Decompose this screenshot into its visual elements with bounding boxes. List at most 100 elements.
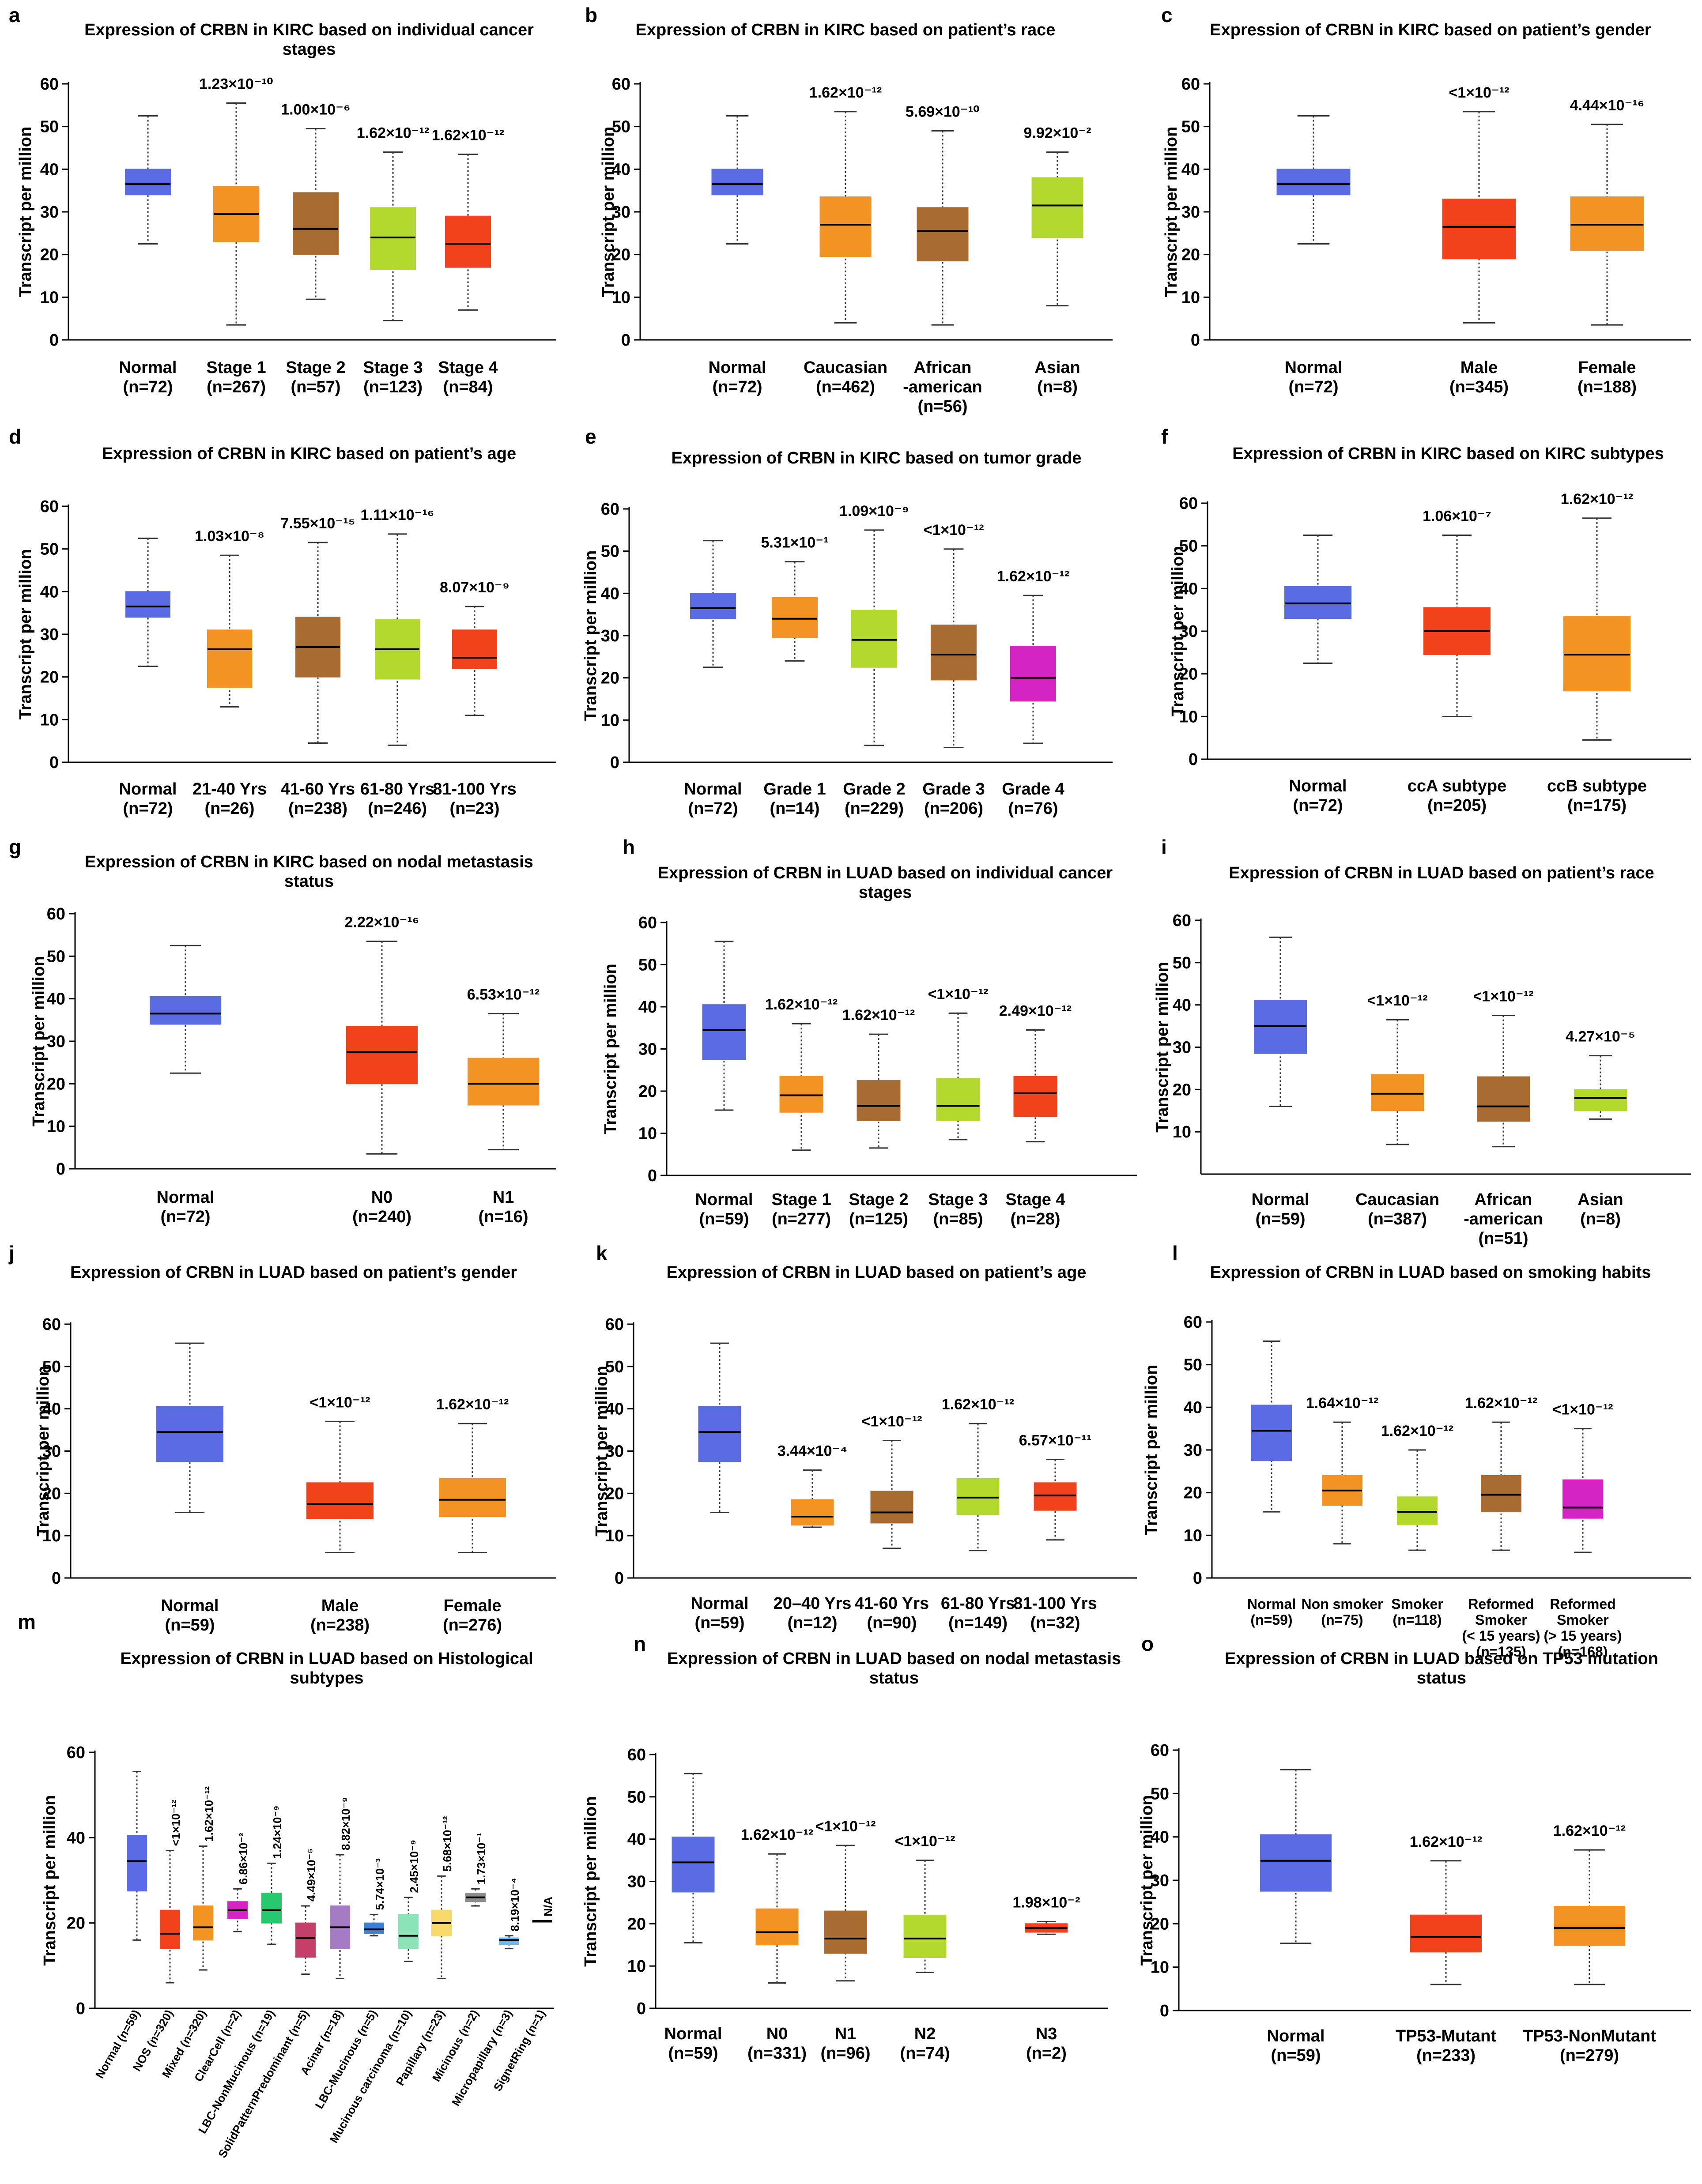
category-label: (n=23)	[450, 799, 500, 818]
y-tick-label: 20	[40, 668, 59, 687]
p-value: 1.62×10⁻¹²	[809, 84, 882, 101]
box	[917, 207, 969, 262]
category-label: (n=125)	[849, 1210, 908, 1228]
category-label: (n=84)	[443, 378, 493, 396]
y-tick-label: 50	[40, 540, 59, 559]
box-group: 1.62×10⁻¹² Female(n=276)	[436, 1396, 509, 1634]
y-tick-label: 60	[601, 500, 619, 519]
category-label: (n=345)	[1449, 378, 1509, 396]
box	[499, 1937, 519, 1945]
box-group: 1.62×10⁻¹² TP53-NonMutant(n=279)	[1523, 1823, 1656, 2065]
chart-title: Expression of CRBN in KIRC based on indi…	[84, 21, 534, 39]
box-group: Normal(n=72)	[1276, 115, 1351, 396]
category-label: (n=233)	[1416, 2046, 1476, 2065]
chart-title: Expression of CRBN in LUAD based on indi…	[658, 864, 1113, 882]
category-label: (n=149)	[948, 1614, 1008, 1632]
panel-letter: b	[585, 4, 597, 26]
category-label: Asian	[1034, 358, 1080, 377]
panel-b: b Expression of CRBN in KIRC based on pat…	[585, 4, 1113, 416]
y-tick-label: 20	[612, 246, 630, 264]
category-label: Caucasian	[804, 358, 887, 377]
p-value: <1×10⁻¹²	[894, 1833, 955, 1850]
category-label: Non smoker	[1302, 1596, 1383, 1612]
box-group: 6.53×10⁻¹² N1(n=16)	[467, 986, 540, 1226]
y-tick-label: 20	[1179, 665, 1198, 684]
category-label: ccA subtype	[1408, 777, 1507, 795]
box	[851, 610, 897, 668]
y-tick-label: 10	[601, 711, 619, 730]
y-axis-label: Transcript per million	[34, 1366, 53, 1536]
y-tick-label: 50	[47, 947, 65, 966]
y-tick-label: 50	[627, 1788, 646, 1807]
p-value: 1.62×10⁻¹²	[942, 1396, 1014, 1413]
category-label: (n=188)	[1577, 378, 1637, 396]
box	[1034, 1482, 1077, 1511]
p-value: 4.49×10⁻⁵	[305, 1848, 318, 1902]
panel-letter: f	[1161, 425, 1168, 448]
chart-title: Expression of CRBN in LUAD based on pati…	[1229, 864, 1654, 882]
p-value: 5.68×10⁻¹²	[441, 1816, 454, 1871]
category-label: Asian	[1577, 1190, 1623, 1209]
p-value: 1.73×10⁻¹	[475, 1833, 488, 1884]
y-tick-label: 0	[1193, 1569, 1202, 1588]
box	[261, 1893, 282, 1924]
box	[956, 1478, 1000, 1515]
box	[1442, 199, 1516, 260]
y-tick-label: 10	[1173, 1123, 1191, 1141]
y-tick-label: 50	[1179, 537, 1198, 556]
category-label: Grade 3	[922, 780, 985, 798]
y-tick-label: 30	[612, 203, 630, 222]
y-tick-label: 50	[40, 118, 59, 136]
panel-g: g Expression of CRBN in KIRC based on nod…	[9, 836, 556, 1226]
y-tick-label: 0	[49, 331, 59, 350]
chart-title: stages	[859, 883, 912, 902]
category-label: Reformed	[1468, 1596, 1534, 1612]
category-label: (n=267)	[207, 378, 266, 396]
box	[127, 1835, 147, 1892]
y-axis-label: Transcript per million	[1142, 1365, 1161, 1535]
p-value: 2.45×10⁻⁹	[408, 1840, 421, 1893]
category-label: (n=72)	[688, 799, 738, 818]
box	[690, 593, 736, 619]
p-value: N/A	[541, 1897, 555, 1917]
y-tick-label: 60	[605, 1315, 624, 1334]
p-value: 4.44×10⁻¹⁶	[1570, 97, 1645, 114]
box-group: <1×10⁻¹² N1(n=96)	[815, 1818, 876, 2063]
category-label: Grade 1	[763, 780, 826, 798]
box-group: 1.62×10⁻¹² Stage 4(n=84)	[432, 127, 504, 397]
p-value: 3.44×10⁻⁴	[777, 1443, 848, 1460]
chart-title: Expression of CRBN in KIRC based on pati…	[1210, 21, 1651, 39]
y-tick-label: 40	[47, 990, 65, 1009]
y-tick-label: 0	[1189, 750, 1198, 769]
panel-o: o Expression of CRBN in LUAD based on TP5…	[1138, 1632, 1691, 2065]
p-value: <1×10⁻¹²	[309, 1394, 370, 1411]
y-axis-label: Transcript per million	[581, 550, 600, 721]
y-tick-label: 50	[42, 1358, 61, 1376]
p-value: <1×10⁻¹²	[1367, 992, 1427, 1009]
category-label: Grade 2	[843, 780, 906, 798]
y-tick-label: 10	[40, 288, 59, 307]
y-tick-label: 60	[1173, 911, 1191, 930]
y-tick-label: 40	[601, 584, 619, 603]
y-axis-label: Transcript per million	[1169, 546, 1187, 716]
category-label: (n=51)	[1479, 1229, 1528, 1248]
category-label: Female	[1578, 358, 1636, 377]
category-label: (n=238)	[310, 1616, 370, 1634]
category-label: ccB subtype	[1547, 777, 1647, 795]
box-group: 1.62×10⁻¹² Stage 2(n=125)	[842, 1007, 915, 1228]
chart-title: status	[1417, 1669, 1466, 1687]
category-label: (n=72)	[161, 1208, 211, 1226]
category-label: Micropapillary (n=3)	[449, 2007, 515, 2108]
box	[1260, 1834, 1332, 1892]
category-label: (n=168)	[1558, 1644, 1608, 1660]
category-label: (n=96)	[821, 2044, 871, 2063]
box-group: 1.62×10⁻¹² TP53-Mutant(n=233)	[1396, 1834, 1496, 2065]
box	[306, 1482, 374, 1519]
y-tick-label: 10	[605, 1527, 624, 1545]
p-value: 7.55×10⁻¹⁵	[280, 515, 355, 532]
panel-d: d Expression of CRBN in KIRC based on pat…	[9, 425, 556, 818]
box	[1013, 1076, 1057, 1117]
y-tick-label: 60	[627, 1746, 646, 1764]
